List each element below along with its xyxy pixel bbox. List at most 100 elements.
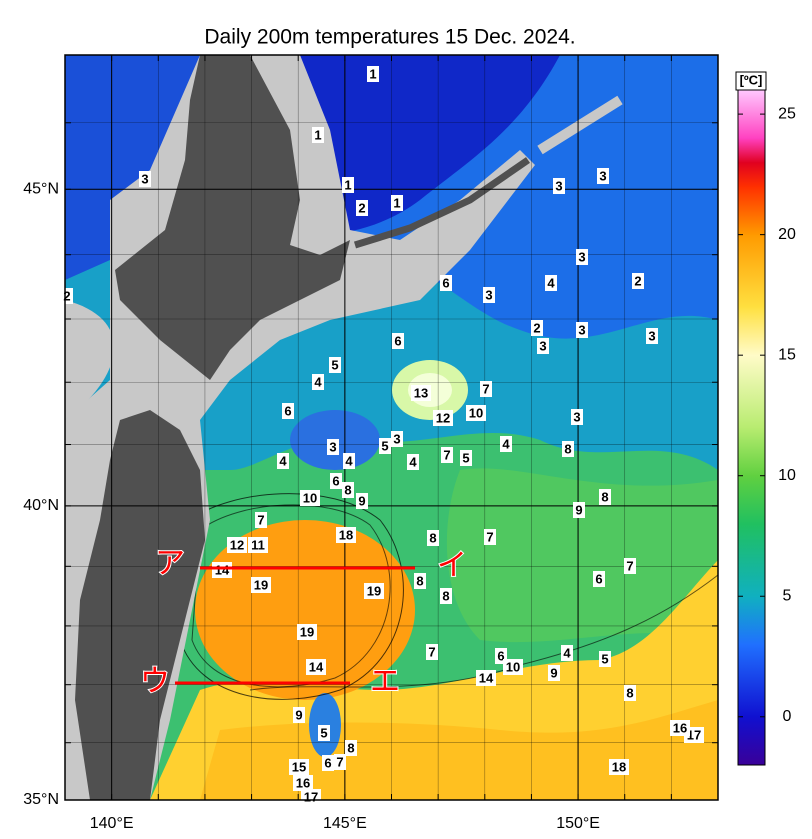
contour-label-box	[297, 624, 317, 640]
contour-label: 9	[550, 665, 557, 680]
contour-label-box	[632, 273, 644, 289]
contour-label: 2	[358, 200, 365, 215]
colorbar-unit: [ºC]	[740, 72, 763, 87]
contour-label-box	[251, 577, 271, 593]
contour-label: 4	[409, 454, 417, 469]
contour-label: 3	[555, 178, 562, 193]
colorbar-segment	[738, 644, 765, 718]
contour-label-box	[356, 493, 368, 509]
colorbar-segment	[738, 596, 765, 645]
contour-label: 3	[485, 287, 492, 302]
mixed-water	[446, 468, 718, 643]
contour-label: 5	[320, 725, 327, 740]
colorbar-tick-label: 20	[778, 226, 796, 243]
contour-label-box	[327, 439, 339, 455]
contour-label-box	[480, 381, 492, 397]
contour-label: 8	[442, 588, 449, 603]
contour-label-box	[391, 195, 403, 211]
contour-label-box	[484, 529, 496, 545]
contour-label: 18	[612, 759, 626, 774]
contour-label-box	[571, 409, 583, 425]
contour-label: 9	[295, 707, 302, 722]
contour-label: 1	[314, 127, 321, 142]
contour-label-box	[289, 759, 309, 775]
contour-label-box	[345, 740, 357, 756]
contour-label: 6	[394, 333, 401, 348]
contour-label-box	[466, 405, 486, 421]
contour-label-box	[476, 670, 496, 686]
contour-label: 2	[634, 273, 641, 288]
contour-label: 14	[215, 562, 230, 577]
contour-label-box	[318, 725, 330, 741]
contour-label: 13	[414, 385, 428, 400]
y-tick-label: 40°N	[23, 497, 59, 514]
contour-label-box	[553, 178, 565, 194]
contour-label-box	[336, 527, 356, 543]
contour-label-box	[139, 171, 151, 187]
colorbar-segment	[738, 138, 765, 163]
land	[115, 55, 350, 380]
contour-label-box	[391, 431, 403, 447]
land	[75, 410, 205, 800]
colorbar-segment	[738, 162, 765, 187]
contour-label-box	[561, 645, 573, 661]
contour-line	[179, 493, 404, 700]
contour-label-box	[646, 328, 658, 344]
contour-label-box	[255, 512, 267, 528]
colorbar-segment	[738, 523, 765, 597]
contour-label: 10	[469, 405, 483, 420]
contour-label-box	[334, 754, 346, 770]
contour-label: 4	[547, 275, 555, 290]
contour-label-box	[503, 659, 523, 675]
contour-label: 14	[309, 659, 324, 674]
contour-label: 6	[324, 755, 331, 770]
contour-label-box	[573, 502, 585, 518]
contour-label-box	[312, 127, 324, 143]
contour-label: 7	[626, 558, 633, 573]
contour-label: 7	[486, 529, 493, 544]
colorbar-segment	[738, 716, 765, 766]
contour-label: 10	[506, 659, 520, 674]
contour-label: 4	[279, 453, 287, 468]
contour-label: 1	[344, 177, 351, 192]
islands	[537, 95, 623, 155]
colorbar-tick-label: 25	[778, 105, 796, 122]
contour-label-box	[483, 287, 495, 303]
contour-label-box	[440, 275, 452, 291]
colorbar-tick-label: 5	[783, 587, 792, 604]
contour-label: 2	[63, 288, 70, 303]
contour-label-box	[212, 562, 232, 578]
contour-label: 15	[292, 759, 306, 774]
contour-label-box	[356, 200, 368, 216]
contour-label: 16	[673, 720, 687, 735]
contour-label-box	[282, 403, 294, 419]
contour-label-box	[576, 322, 588, 338]
colorbar-tick-label: 10	[778, 467, 796, 484]
contour-label-box	[322, 755, 334, 771]
section-end-label: イ	[437, 549, 467, 582]
islands	[353, 157, 530, 249]
contour-label: 5	[462, 450, 469, 465]
contour-label: 4	[502, 436, 510, 451]
contour-label: 17	[687, 727, 701, 742]
contour-label: 6	[284, 403, 291, 418]
contour-label-box	[460, 450, 472, 466]
section-end-label: エ	[370, 665, 400, 698]
contour-label-box	[597, 168, 609, 184]
contour-label: 2	[533, 320, 540, 335]
contour-label: 6	[595, 571, 602, 586]
contour-label-box	[248, 537, 268, 553]
contour-label: 19	[300, 624, 314, 639]
warm-core-ring	[195, 520, 415, 700]
contour-label-box	[670, 720, 690, 736]
contour-label-box	[545, 275, 557, 291]
contour-label-box	[414, 573, 426, 589]
contour-label: 8	[429, 530, 436, 545]
contour-label: 8	[344, 482, 351, 497]
contour-label-box	[61, 288, 73, 304]
contour-label: 18	[339, 527, 353, 542]
contour-label: 9	[358, 493, 365, 508]
contour-label-box	[576, 249, 588, 265]
colorbar-segment	[738, 475, 765, 525]
